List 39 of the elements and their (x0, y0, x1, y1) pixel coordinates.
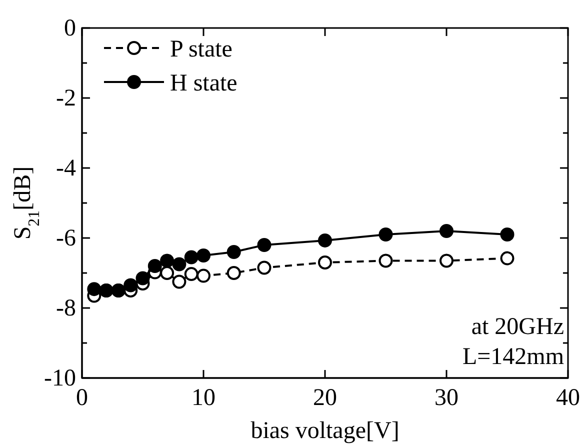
y-tick-label: -6 (56, 226, 76, 252)
legend-label: P state (170, 36, 232, 62)
point (226, 266, 241, 280)
y-tick-label: -10 (44, 366, 76, 392)
point (378, 228, 393, 242)
point (196, 248, 210, 262)
y-tick-label: -2 (56, 86, 76, 112)
point (257, 260, 272, 275)
legend-label: H state (170, 70, 238, 96)
point (257, 238, 272, 252)
point (172, 257, 186, 272)
point (160, 254, 174, 268)
point (500, 228, 514, 242)
x-tick-label: 10 (192, 385, 216, 412)
y-tick-label: -4 (56, 156, 76, 182)
point (124, 278, 138, 292)
x-tick-label: 20 (313, 385, 337, 412)
point (440, 254, 454, 268)
point (318, 233, 332, 248)
point (378, 254, 393, 268)
x-axis-title: bias voltage[V] (250, 418, 400, 444)
y-tick-label: 0 (64, 16, 76, 42)
x-tick-label: 40 (556, 385, 580, 412)
y-tick-label: -8 (56, 296, 76, 322)
annotation: at 20GHz (471, 314, 564, 340)
point (87, 282, 102, 296)
point (160, 266, 174, 280)
annotation: L=142mm (462, 344, 564, 370)
point (184, 250, 198, 264)
point (184, 267, 198, 282)
point (440, 224, 454, 238)
point (226, 245, 241, 259)
point (196, 268, 210, 283)
point (148, 259, 162, 273)
point (500, 251, 514, 266)
point (318, 256, 332, 270)
point (136, 271, 150, 286)
x-tick-label: 30 (434, 385, 458, 412)
point (172, 274, 186, 289)
